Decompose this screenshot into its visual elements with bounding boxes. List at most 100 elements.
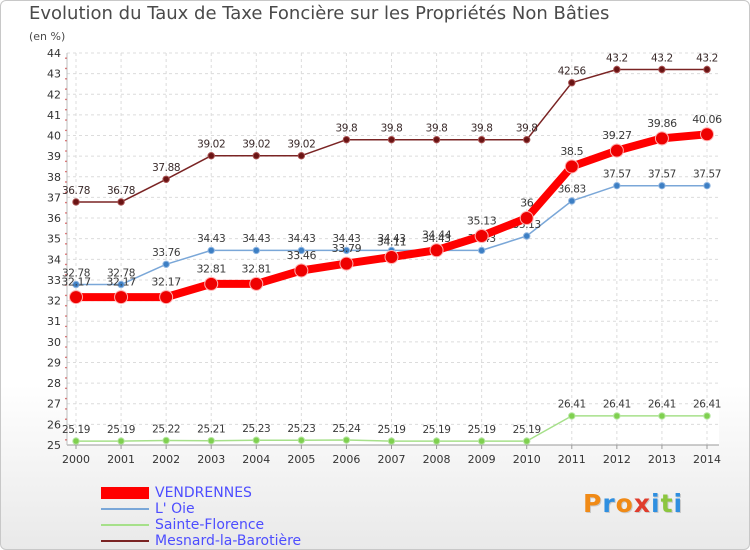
data-label-mesnard-la-baroti-re: 39.02: [242, 139, 270, 151]
y-axis-minor-tick: [65, 346, 67, 348]
data-label-l-oie: 37.57: [603, 168, 631, 180]
x-tick-label: 2008: [423, 453, 451, 466]
legend-swatch-sainte-florence: [101, 524, 149, 526]
y-axis-minor-tick: [65, 201, 67, 204]
y-axis-minor-tick: [65, 294, 67, 297]
data-label-vendrennes: 34.11: [377, 236, 407, 249]
data-point-vendrennes: [429, 243, 444, 258]
legend-swatch-vendrennes: [101, 487, 149, 499]
data-point-l-oie: [613, 181, 621, 190]
data-label-sainte-florence: 25.24: [332, 423, 361, 435]
legend-swatch-l-oie: [101, 508, 149, 510]
data-point-sainte-florence: [162, 436, 170, 445]
data-point-mesnard-la-baroti-re: [523, 135, 531, 144]
data-point-l-oie: [342, 246, 351, 255]
y-axis-minor-tick: [65, 366, 67, 369]
y-tick-label: 27: [47, 398, 61, 411]
data-point-l-oie: [162, 260, 170, 268]
legend-item-l-oie: L' Oie: [101, 501, 361, 517]
data-point-mesnard-la-baroti-re: [162, 175, 170, 183]
x-tick-label: 2005: [287, 453, 315, 466]
data-point-sainte-florence: [432, 437, 441, 445]
data-point-l-oie: [477, 246, 486, 255]
logo-letter: P: [583, 489, 603, 518]
data-label-vendrennes: 39.86: [647, 117, 677, 130]
data-label-l-oie: 34.43: [287, 233, 315, 245]
data-label-l-oie: 34.43: [377, 233, 405, 245]
data-label-sainte-florence: 25.19: [423, 424, 451, 436]
y-axis-minor-tick: [65, 77, 67, 80]
data-point-vendrennes: [159, 290, 174, 305]
y-axis-minor-tick: [65, 181, 67, 183]
legend-item-vendrennes: VENDRENNES: [101, 485, 361, 501]
chart-title: Evolution du Taux de Taxe Foncière sur l…: [29, 3, 610, 24]
data-point-vendrennes: [114, 290, 129, 305]
data-label-mesnard-la-baroti-re: 42.56: [558, 66, 587, 78]
y-axis-minor-tick: [65, 222, 67, 225]
legend-item-mesnard: Mesnard-la-Barotière: [101, 533, 361, 549]
y-tick-label: 30: [47, 336, 61, 349]
y-axis-minor-tick: [65, 325, 67, 328]
y-axis-minor-tick: [65, 129, 67, 132]
logo-letter: i: [673, 489, 684, 518]
y-axis-minor-tick: [65, 150, 67, 152]
y-axis-minor-tick: [65, 119, 67, 121]
y-axis-minor-tick: [65, 397, 67, 400]
data-point-sainte-florence: [387, 437, 396, 445]
x-tick-label: 2013: [648, 453, 676, 466]
data-label-l-oie: 36.83: [558, 184, 586, 196]
data-label-sainte-florence: 25.21: [197, 423, 225, 435]
x-tick-label: 2006: [332, 453, 360, 466]
data-label-sainte-florence: 25.19: [107, 424, 135, 436]
data-label-l-oie: 33.76: [152, 247, 181, 259]
y-tick-label: 37: [47, 191, 61, 204]
data-point-sainte-florence: [297, 436, 306, 444]
y-tick-label: 29: [47, 356, 61, 369]
legend-item-sainte-florence: Sainte-Florence: [101, 517, 361, 533]
data-label-vendrennes: 40.06: [692, 113, 722, 126]
data-label-vendrennes: 34.44: [422, 229, 452, 242]
data-label-l-oie: 34.43: [197, 233, 225, 245]
data-label-mesnard-la-baroti-re: 43.2: [606, 52, 628, 64]
y-tick-label: 44: [47, 47, 61, 60]
y-axis-minor-tick: [65, 439, 67, 441]
data-point-sainte-florence: [523, 437, 531, 445]
y-axis-minor-tick: [65, 273, 67, 276]
legend-swatch-mesnard: [101, 540, 149, 542]
x-tick-label: 2002: [152, 453, 180, 466]
y-axis-minor-tick: [65, 98, 67, 101]
y-tick-label: 35: [47, 233, 61, 246]
data-label-mesnard-la-baroti-re: 39.8: [336, 122, 358, 134]
y-axis-minor-tick: [65, 191, 67, 194]
data-point-mesnard-la-baroti-re: [342, 135, 351, 144]
data-point-l-oie: [703, 181, 711, 190]
data-point-l-oie: [72, 280, 80, 289]
x-tick-label: 2000: [62, 453, 90, 466]
y-tick-label: 25: [47, 439, 61, 452]
y-axis-minor-tick: [65, 418, 67, 421]
y-axis-minor-tick: [65, 284, 67, 286]
data-point-vendrennes: [294, 263, 309, 278]
data-point-vendrennes: [384, 250, 399, 265]
y-tick-label: 38: [47, 171, 61, 184]
y-axis-minor-tick: [65, 170, 67, 173]
data-label-vendrennes: 32.17: [61, 276, 91, 289]
x-tick-label: 2001: [107, 453, 135, 466]
data-point-l-oie: [297, 246, 306, 255]
data-label-sainte-florence: 26.41: [648, 399, 676, 411]
data-label-vendrennes: 38.5: [560, 145, 583, 158]
y-tick-label: 42: [47, 88, 61, 101]
data-label-vendrennes: 33.46: [287, 249, 317, 262]
data-label-mesnard-la-baroti-re: 39.02: [287, 139, 315, 151]
data-label-sainte-florence: 25.19: [62, 424, 90, 436]
data-label-sainte-florence: 25.23: [242, 423, 270, 435]
x-tick-label: 2012: [603, 453, 631, 466]
data-label-mesnard-la-baroti-re: 43.2: [696, 52, 718, 64]
y-axis-minor-tick: [65, 67, 67, 70]
data-point-mesnard-la-baroti-re: [432, 135, 441, 144]
data-point-vendrennes: [204, 276, 219, 291]
data-point-sainte-florence: [72, 437, 80, 445]
y-axis-minor-tick: [65, 57, 67, 59]
data-label-sainte-florence: 25.19: [513, 424, 541, 436]
